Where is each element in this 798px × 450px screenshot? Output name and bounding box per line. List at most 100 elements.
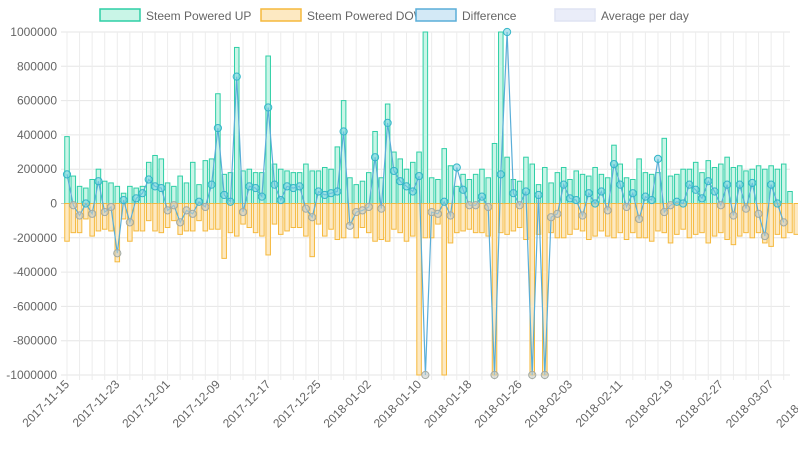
- difference-point: [345, 221, 355, 230]
- bar-powered-down: [64, 203, 70, 242]
- difference-point: [169, 201, 178, 210]
- bar-powered-down: [736, 203, 743, 237]
- x-tick-label: 2017-11-23: [70, 377, 123, 430]
- bar-powered-down: [89, 203, 95, 237]
- difference-point: [88, 209, 97, 218]
- bar-powered-down: [340, 203, 347, 239]
- bar-powered-up: [780, 163, 787, 204]
- difference-point: [295, 182, 304, 191]
- bar-powered-down: [101, 203, 108, 230]
- bar-powered-up: [435, 178, 441, 205]
- difference-point: [402, 182, 411, 191]
- difference-point: [257, 192, 266, 201]
- bar-powered-down: [403, 203, 410, 242]
- bar-powered-down: [265, 203, 271, 256]
- difference-point: [509, 189, 518, 198]
- bar-powered-up: [76, 185, 83, 205]
- x-tick-label: 2018-02-03: [522, 377, 576, 431]
- difference-point: [213, 123, 222, 133]
- x-tick-label: 2018-01-26: [471, 377, 525, 431]
- difference-point: [534, 190, 543, 200]
- bar-powered-down: [699, 203, 705, 234]
- x-tick-label: 2017-12-17: [220, 377, 274, 431]
- bar-powered-up: [422, 31, 429, 204]
- bar-powered-up: [101, 180, 108, 205]
- difference-point: [113, 249, 122, 258]
- bar-powered-down: [139, 203, 146, 232]
- difference-point: [163, 206, 172, 215]
- difference-point: [251, 183, 260, 193]
- bar-powered-down: [252, 203, 259, 234]
- x-tick-label: 2018-02-27: [673, 377, 727, 431]
- bar-powered-up: [328, 168, 334, 204]
- difference-point: [414, 171, 424, 181]
- bar-powered-up: [309, 170, 315, 204]
- difference-point: [553, 209, 562, 218]
- bar-powered-down: [384, 203, 391, 242]
- bar-powered-up: [548, 182, 554, 204]
- difference-point: [477, 192, 487, 201]
- bar-powered-down: [328, 203, 334, 230]
- x-tick-label: 2017-12-01: [119, 377, 173, 431]
- bar-powered-up: [127, 185, 133, 205]
- bar-powered-up: [472, 173, 479, 205]
- bar-powered-up: [303, 163, 309, 204]
- x-tick-label: 2018-03-15: [773, 377, 798, 431]
- bar-powered-up: [730, 166, 737, 204]
- difference-point: [741, 204, 751, 213]
- difference-point: [685, 180, 694, 189]
- bar-powered-down: [196, 203, 202, 222]
- bar-powered-up: [410, 161, 416, 204]
- difference-point: [182, 206, 191, 215]
- bar-powered-down: [284, 203, 290, 232]
- difference-point: [270, 180, 279, 189]
- legend-swatch-difference: [415, 8, 457, 22]
- bar-powered-down: [422, 203, 429, 239]
- y-tick-label: -200000: [13, 231, 57, 245]
- bar-powered-up: [353, 184, 359, 204]
- legend-label-average-per-day: Average per day: [601, 9, 689, 23]
- bar-powered-down: [290, 203, 297, 229]
- x-tick-label: 2017-12-09: [170, 377, 224, 431]
- x-tick-label: 2018-01-02: [321, 377, 375, 431]
- bar-powered-down: [215, 203, 221, 230]
- x-axis-ticks: 2017-11-152017-11-232017-12-012017-12-09…: [19, 377, 798, 431]
- bar-powered-down: [686, 203, 693, 239]
- bar-powered-up: [152, 154, 158, 204]
- bar-powered-up: [233, 46, 240, 205]
- bar-powered-down: [233, 203, 240, 237]
- difference-point: [754, 209, 763, 218]
- bar-powered-down: [397, 203, 403, 234]
- bar-powered-down: [353, 203, 359, 239]
- legend-label-difference: Difference: [462, 9, 517, 23]
- bar-powered-down: [567, 203, 573, 235]
- difference-point: [546, 213, 556, 222]
- bar-powered-down: [692, 203, 699, 235]
- bar-powered-down: [730, 203, 737, 246]
- difference-point: [635, 214, 644, 224]
- y-tick-label: 1000000: [10, 25, 57, 39]
- bar-powered-down: [655, 203, 661, 232]
- bar-powered-down: [573, 203, 580, 230]
- bar-powered-up: [441, 148, 447, 204]
- difference-point: [691, 185, 700, 194]
- bar-powered-down: [277, 203, 284, 235]
- difference-point: [138, 189, 147, 198]
- bar-powered-down: [208, 203, 215, 230]
- difference-point: [276, 195, 285, 205]
- bar-powered-down: [674, 203, 680, 235]
- bar-powered-down: [133, 203, 139, 232]
- difference-point: [528, 370, 537, 380]
- bar-powered-down: [296, 203, 303, 229]
- difference-point: [616, 180, 625, 189]
- difference-point: [779, 218, 788, 227]
- bar-powered-down: [498, 203, 504, 234]
- bar-powered-up: [428, 177, 435, 204]
- bar-powered-down: [95, 203, 102, 232]
- bar-powered-up: [359, 180, 366, 205]
- legend-swatch-average-per-day: [554, 8, 596, 22]
- difference-point: [735, 180, 744, 189]
- difference-point: [194, 197, 204, 206]
- bar-powered-down: [630, 203, 636, 234]
- bar-powered-down: [152, 203, 158, 232]
